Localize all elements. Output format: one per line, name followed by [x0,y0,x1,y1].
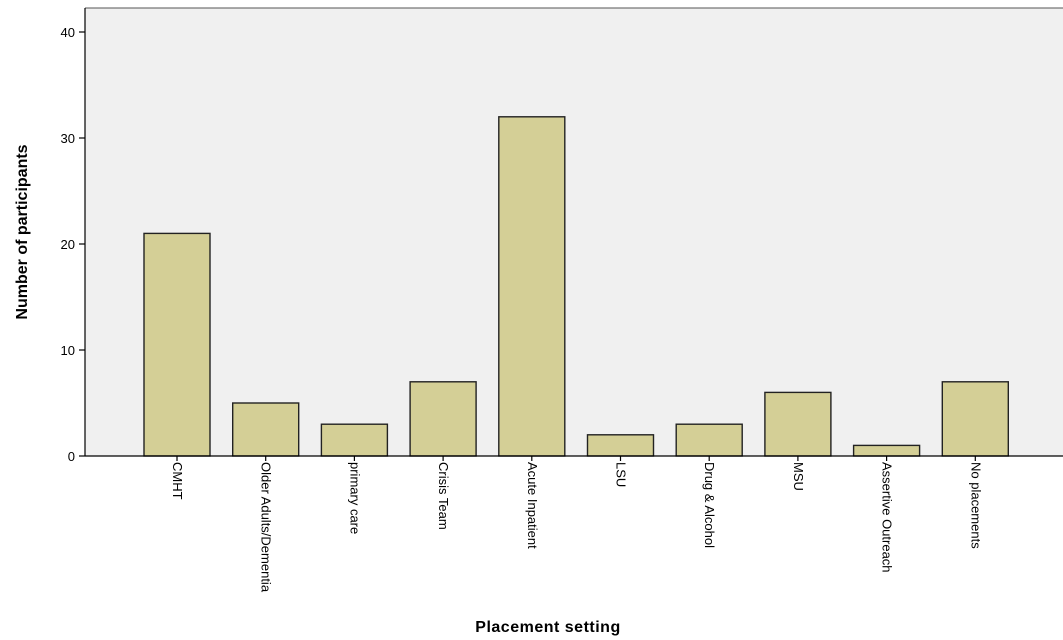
x-tick-label: Drug & Alcohol [702,462,717,548]
bar [941,381,1009,457]
bar [409,381,477,457]
y-tick-label: 40 [61,25,75,40]
x-tick-label: Older Adults/Dementia [259,462,274,593]
x-tick-label: primary care [347,462,362,534]
x-tick-label: Assertive Outreach [880,462,895,573]
x-tick-label: MSU [791,462,806,491]
bar [231,402,300,457]
x-tick-label: CMHT [170,462,185,500]
bar [852,444,921,457]
bar [675,423,743,457]
y-tick-label: 30 [61,131,75,146]
x-tick-label: Acute Inpatient [525,462,540,549]
x-tick-label: LSU [614,462,629,487]
bar [586,434,655,457]
x-tick-label: Crisis Team [436,462,451,530]
x-axis-title: Placement setting [475,619,620,636]
y-tick-label: 10 [61,343,75,358]
y-tick-label: 0 [68,449,75,464]
x-tick-label: No placements [968,462,983,549]
bar [764,391,832,457]
plot-background [85,8,1063,456]
x-axis: CMHT Older Adults/Dementia primary care Cri… [85,455,1063,593]
bar [143,232,211,457]
y-axis-title: Number of participants [14,144,31,319]
bar [320,423,389,457]
bar [498,116,566,457]
y-tick-label: 20 [61,237,75,252]
y-axis: 0 10 20 30 40 [61,8,86,464]
